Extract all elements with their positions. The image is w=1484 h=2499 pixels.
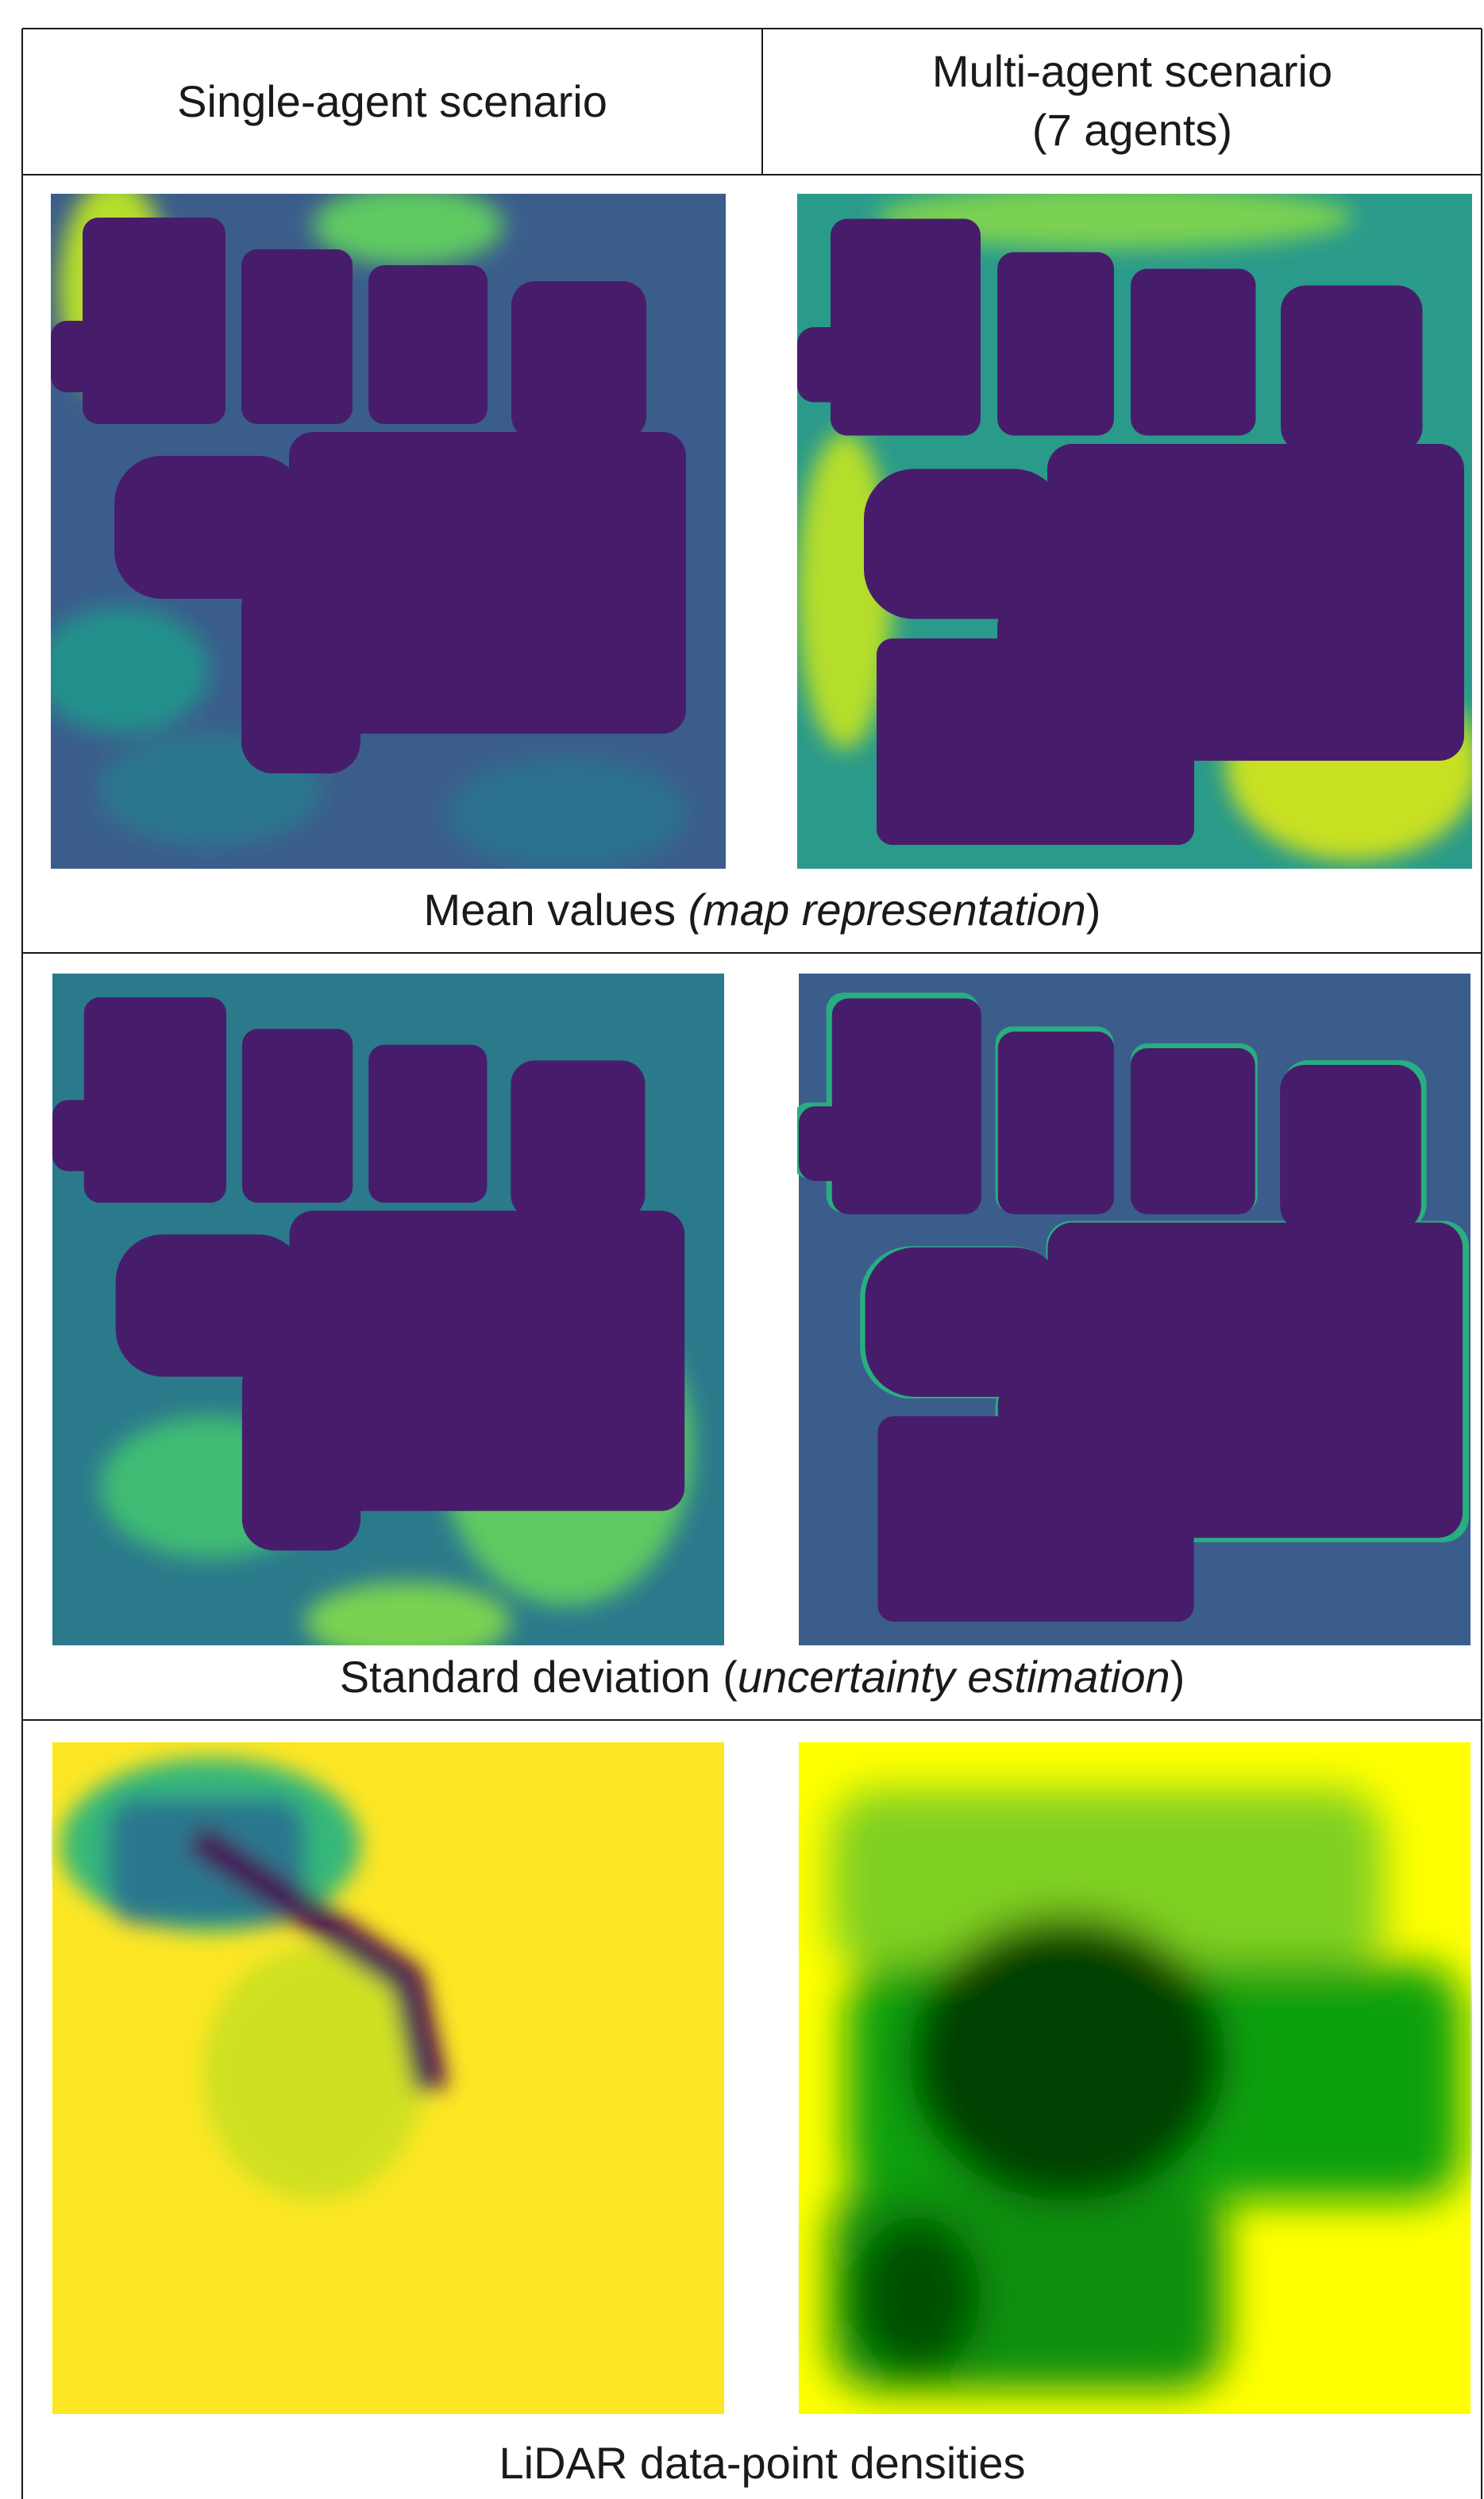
caption-text: Standard deviation ( bbox=[340, 1652, 738, 1702]
caption-text: LiDAR data-point densities bbox=[499, 2438, 1025, 2488]
column-header: Multi-agent scenario bbox=[932, 46, 1332, 96]
caption-emphasis: uncertainty estimation bbox=[738, 1652, 1170, 1702]
column-header: (7 agents) bbox=[1032, 105, 1232, 155]
figure-table: Single-agent scenario Multi-agent scenar… bbox=[0, 0, 1484, 2499]
row-caption: Standard deviation (uncertainty estimati… bbox=[340, 1652, 1185, 1702]
heatmap-image bbox=[52, 974, 724, 1661]
row-caption: Mean values (map representation) bbox=[424, 885, 1101, 935]
density-image bbox=[52, 1742, 724, 2414]
heatmap-image bbox=[792, 974, 1471, 1645]
caption-text: ) bbox=[1170, 1652, 1185, 1702]
caption-emphasis: (map representation bbox=[688, 885, 1086, 935]
column-header: Single-agent scenario bbox=[177, 76, 607, 126]
caption-text: Mean values bbox=[424, 885, 688, 935]
caption-text: ) bbox=[1086, 885, 1101, 935]
heatmap-image bbox=[35, 178, 726, 869]
page: {"header": {"columns": [ {"lines": ["Sin… bbox=[0, 0, 1484, 2499]
row-caption: LiDAR data-point densities bbox=[499, 2438, 1025, 2488]
density-image bbox=[799, 1742, 1471, 2414]
heatmap-image bbox=[797, 186, 1480, 869]
